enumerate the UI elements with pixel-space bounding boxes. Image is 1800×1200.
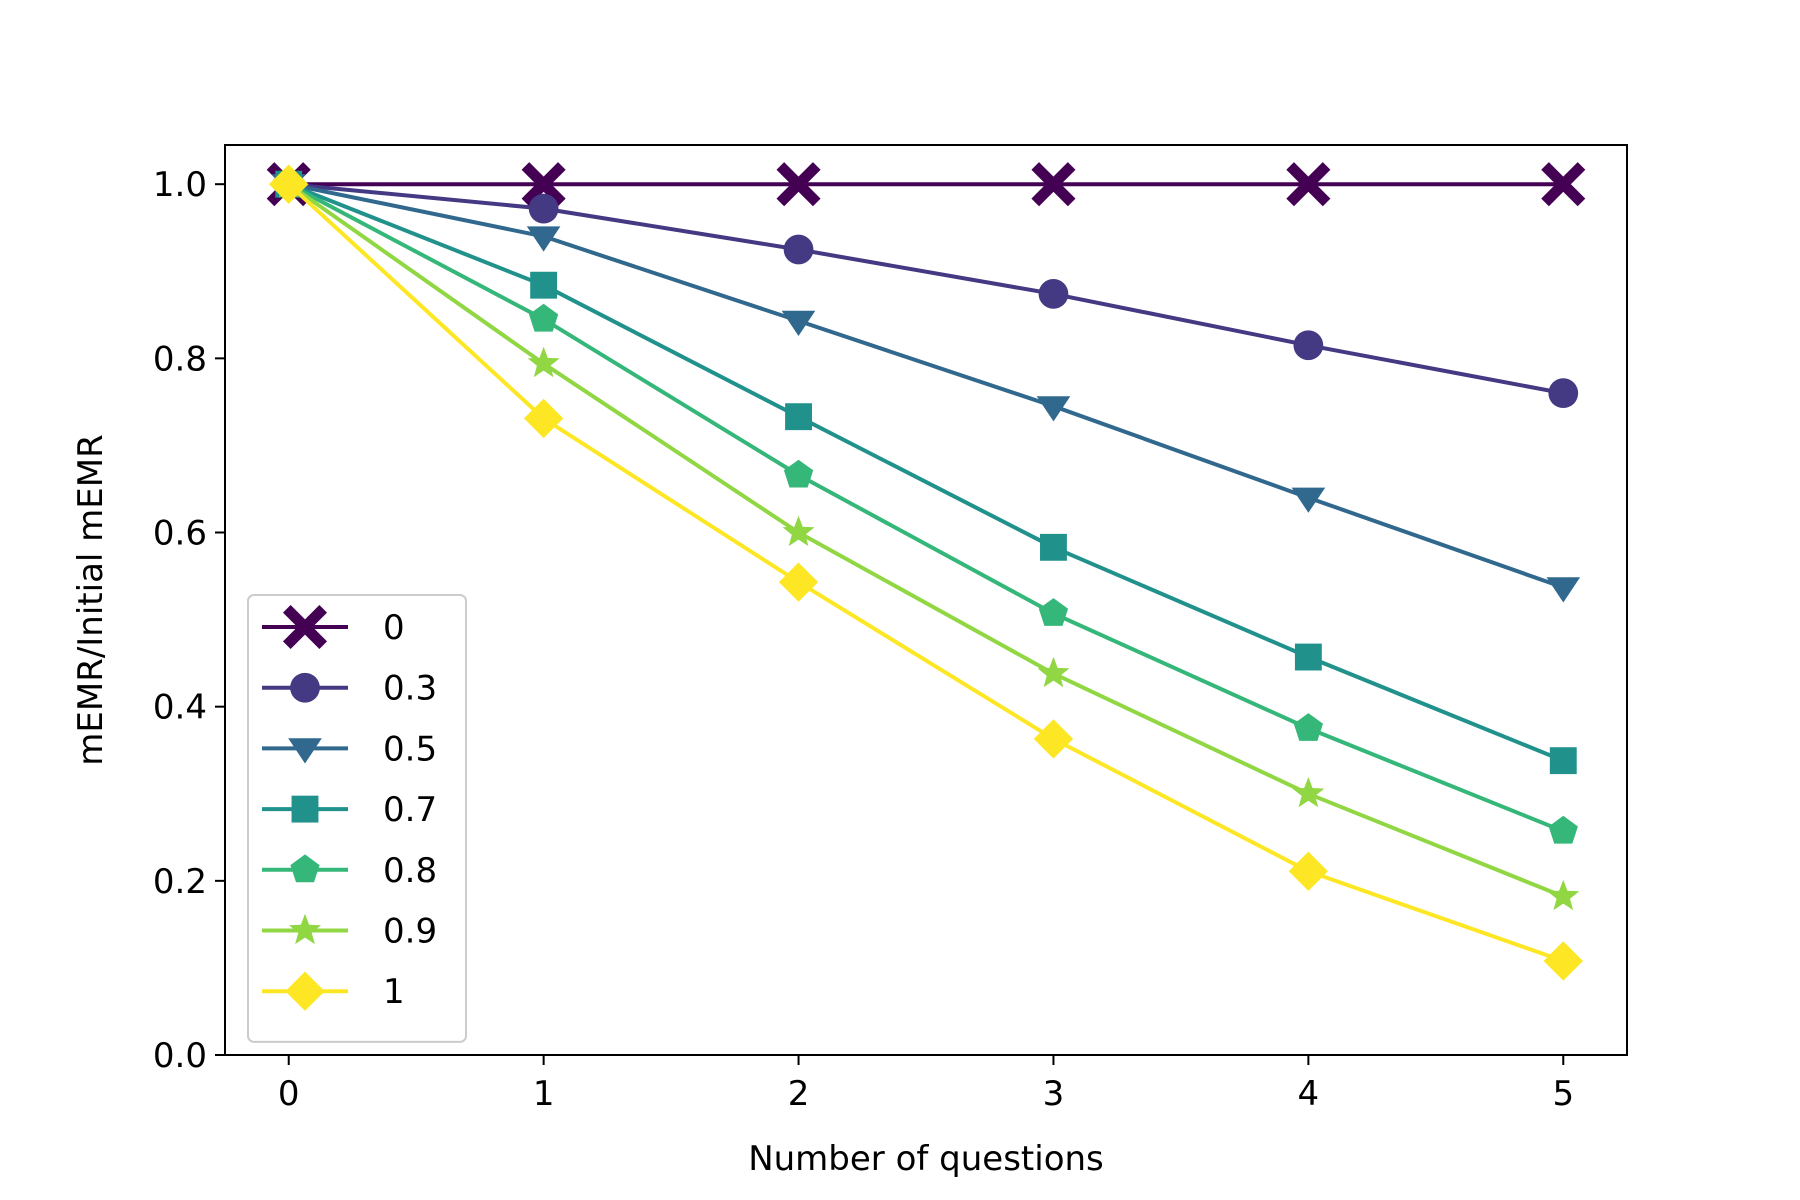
data-point xyxy=(1293,330,1324,361)
series-line xyxy=(287,182,1565,763)
series-line xyxy=(288,182,1564,396)
legend-item: 0.8 xyxy=(262,851,437,891)
legend-item: 0 xyxy=(262,604,405,650)
data-point xyxy=(1038,279,1069,309)
legend-marker xyxy=(289,913,321,945)
legend-label: 0 xyxy=(383,608,405,648)
data-point xyxy=(527,346,560,378)
data-point xyxy=(528,193,559,224)
data-point xyxy=(781,310,816,336)
legend-marker xyxy=(290,672,320,703)
x-tick-label: 1 xyxy=(533,1074,555,1114)
legend-label: 0.9 xyxy=(383,912,437,952)
legend-marker xyxy=(282,604,328,650)
series-line xyxy=(287,182,1565,899)
y-tick-label: 0.0 xyxy=(153,1036,207,1076)
data-point xyxy=(1033,719,1074,759)
y-axis-ticks: 0.0 0.2 0.4 0.6 0.8 1.0 xyxy=(153,165,225,1076)
data-point xyxy=(1548,815,1578,844)
data-point xyxy=(1546,577,1581,603)
data-point xyxy=(1549,747,1577,775)
data-point xyxy=(1541,162,1586,207)
legend-item: 0.5 xyxy=(262,729,437,769)
data-point xyxy=(783,234,814,265)
y-axis-label: mEMR/Initial mEMR xyxy=(71,434,111,765)
x-tick-label: 5 xyxy=(1552,1074,1574,1114)
data-point xyxy=(785,403,812,431)
legend: 0 0.3 0.5 0.7 0.8 0.9 1 xyxy=(247,594,467,1043)
legend-label: 0.8 xyxy=(383,851,437,891)
data-point xyxy=(1286,162,1331,207)
data-point xyxy=(1548,378,1579,409)
legend-label: 0.7 xyxy=(383,790,437,830)
series-0.8 xyxy=(274,168,1578,844)
data-point xyxy=(1547,879,1580,911)
data-point xyxy=(778,562,819,602)
data-point xyxy=(1037,656,1070,688)
data-point xyxy=(783,459,814,488)
data-point xyxy=(526,226,561,252)
y-tick-label: 0.2 xyxy=(153,862,207,902)
data-point xyxy=(524,398,564,439)
y-tick-label: 0.4 xyxy=(153,688,207,728)
data-point xyxy=(1288,851,1328,891)
legend-item: 1 xyxy=(262,971,405,1012)
data-point xyxy=(1292,777,1325,808)
legend-marker xyxy=(290,854,320,883)
series-layer xyxy=(266,162,1586,981)
y-tick-label: 0.8 xyxy=(153,339,207,379)
data-point xyxy=(776,162,821,207)
legend-item: 0.7 xyxy=(262,790,437,830)
plot-frame xyxy=(224,144,1628,1056)
legend-label: 0.5 xyxy=(383,729,437,769)
data-point xyxy=(1291,487,1326,513)
data-point xyxy=(1038,598,1069,626)
x-tick-label: 3 xyxy=(1043,1074,1065,1114)
legend-marker xyxy=(288,738,322,764)
legend-label: 1 xyxy=(383,972,405,1012)
data-point xyxy=(1294,643,1322,671)
legend-label: 0.3 xyxy=(383,669,437,709)
data-point xyxy=(1036,396,1071,422)
series-line xyxy=(287,182,1564,963)
data-point xyxy=(521,162,566,207)
x-tick-label: 4 xyxy=(1298,1074,1320,1114)
data-point xyxy=(269,164,309,204)
y-tick-label: 1.0 xyxy=(153,165,207,205)
series-line xyxy=(288,182,1564,590)
x-axis-ticks: 0 1 2 3 4 5 xyxy=(278,1055,1574,1114)
legend-item: 0.9 xyxy=(262,912,437,952)
y-tick-label: 0.6 xyxy=(153,514,207,554)
series-line xyxy=(287,182,1565,834)
legend-item: 0.3 xyxy=(262,669,437,709)
data-point xyxy=(1031,162,1076,207)
data-point xyxy=(1543,941,1583,981)
legend-marker xyxy=(285,971,325,1011)
x-tick-label: 0 xyxy=(278,1074,300,1114)
data-point xyxy=(530,271,558,299)
legend-marker xyxy=(291,795,319,823)
x-tick-label: 2 xyxy=(788,1074,810,1114)
data-point xyxy=(782,515,815,547)
x-axis-label: Number of questions xyxy=(748,1139,1104,1179)
data-point xyxy=(1040,533,1067,561)
series-1 xyxy=(269,164,1583,981)
data-point xyxy=(1293,713,1323,741)
data-point xyxy=(529,303,559,332)
